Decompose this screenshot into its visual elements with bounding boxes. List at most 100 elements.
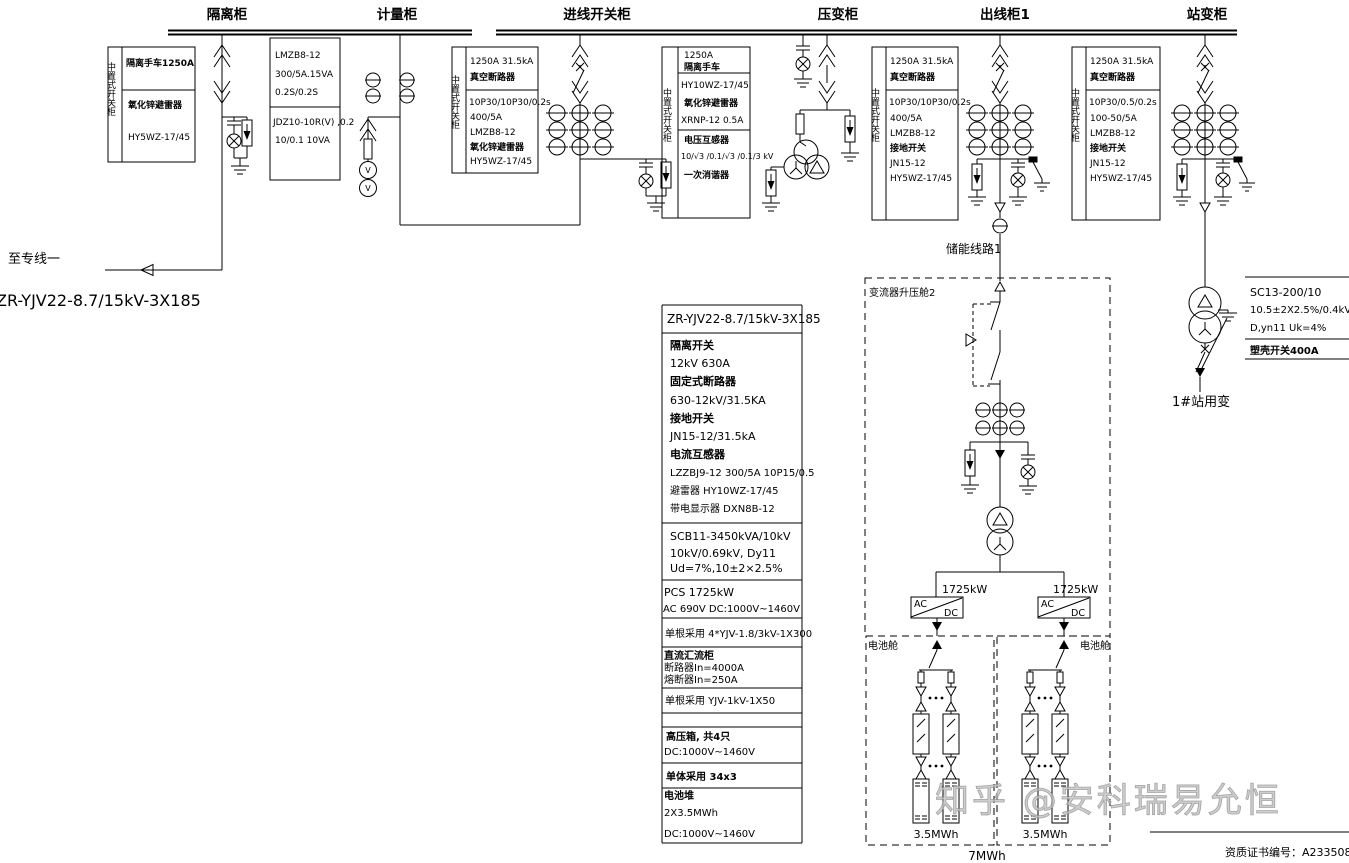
spec-line: 1250A 31.5kA bbox=[1090, 57, 1154, 67]
current-transformer-icon bbox=[974, 420, 992, 436]
current-transformer-icon bbox=[974, 402, 992, 418]
station-transformer-name: 1#站用变 bbox=[1172, 394, 1230, 410]
connector-icon bbox=[1054, 686, 1066, 697]
voltage-transformer-icon bbox=[359, 179, 377, 197]
spec-box-metering: LMZB8-12 300/5A.15VA 0.2S/0.2S JDZ10-10R… bbox=[269, 37, 354, 181]
ac-label: AC bbox=[1041, 599, 1054, 610]
capacitor-icon bbox=[795, 45, 811, 51]
earthing-switch-icon bbox=[1028, 156, 1051, 192]
current-transformer-icon bbox=[1170, 121, 1194, 139]
table-line: 隔离开关 bbox=[670, 338, 714, 352]
breaker-cross-icon bbox=[995, 62, 1005, 72]
current-transformer-icon bbox=[1216, 121, 1240, 139]
cable-arrow-icon bbox=[139, 263, 154, 277]
current-transformer-icon bbox=[991, 218, 1009, 234]
spec-box-incoming: 中置式开关柜 1250A 31.5kA 真空断路器 10P30/10P30/0.… bbox=[449, 46, 551, 174]
spec-line: LMZB8-12 bbox=[890, 129, 936, 139]
arrow-icon bbox=[932, 622, 942, 631]
connector-icon bbox=[1054, 756, 1066, 767]
breaker-cross-icon bbox=[575, 62, 585, 72]
pcs-converter-left: AC DC bbox=[910, 596, 964, 619]
pt-winding-icon bbox=[783, 154, 809, 180]
table-line: 10kV/0.69kV, Dy11 bbox=[670, 547, 776, 560]
battery-capacity-label: 3.5MWh bbox=[1023, 828, 1068, 841]
spec-line: 真空断路器 bbox=[470, 71, 516, 83]
cable-head-icon bbox=[1199, 202, 1211, 213]
table-line: 直流汇流柜 bbox=[664, 649, 714, 662]
current-transformer-icon bbox=[591, 104, 615, 122]
connector-icon bbox=[945, 701, 957, 712]
current-transformer-icon bbox=[965, 121, 989, 139]
table-line: PCS 1725kW bbox=[664, 586, 734, 599]
ground-icon bbox=[793, 75, 813, 88]
total-capacity-label: 7MWh bbox=[968, 849, 1005, 863]
incoming-cable-label: ZR-YJV22-8.7/15kV-3X185 bbox=[0, 291, 201, 310]
table-line: 12kV 630A bbox=[670, 357, 730, 370]
table-line: 单体采用 34x3 bbox=[666, 770, 737, 783]
spec-box-pt: 中置式开关柜 1250A 隔离手车 HY10WZ-17/45 氧化锌避雷器 XR… bbox=[661, 46, 774, 219]
delta-winding-icon bbox=[1197, 294, 1213, 308]
indicator-lamp-icon bbox=[226, 133, 242, 149]
fuse-icon bbox=[1056, 671, 1064, 684]
spec-line: HY5WZ-17/45 bbox=[890, 174, 952, 184]
current-transformer-icon bbox=[364, 72, 382, 88]
battery-cluster-switch-icon bbox=[942, 713, 960, 755]
spec-line: 接地开关 bbox=[1090, 142, 1126, 154]
to-dedicated-line-label: 至专线一 bbox=[8, 252, 60, 267]
spec-line: 10P30/0.5/0.2s bbox=[1089, 98, 1157, 108]
converter-cabin-label: 变流器升压舱2 bbox=[869, 286, 935, 299]
battery-cabin-label: 电池舱 bbox=[868, 639, 898, 652]
capacitor-icon bbox=[226, 120, 242, 126]
connector-icon bbox=[915, 756, 927, 767]
cable-head-icon bbox=[994, 281, 1006, 292]
table-line: 2X3.5MWh bbox=[664, 808, 718, 819]
fuse-icon bbox=[795, 113, 805, 135]
current-transformer-icon bbox=[1008, 402, 1026, 418]
current-transformer-icon bbox=[398, 72, 416, 88]
cabinet-label-station: 站变柜 bbox=[1187, 6, 1228, 23]
spec-line: 100-50/5A bbox=[1090, 114, 1138, 124]
capacitor-icon bbox=[1010, 162, 1026, 168]
spec-line: 300/5A.15VA bbox=[275, 70, 334, 80]
transformer-winding-icon bbox=[1188, 286, 1222, 320]
cabinet-label-outgoing: 出线柜1 bbox=[980, 6, 1030, 23]
surge-arrester-icon bbox=[971, 163, 983, 191]
spec-box-station: 中置式开关柜 1250A 31.5kA 真空断路器 10P30/0.5/0.2s… bbox=[1069, 46, 1161, 221]
capacitor-icon bbox=[1215, 162, 1231, 168]
surge-arrester-icon bbox=[765, 169, 777, 197]
cabinet-type-vertical-label: 中置式开关柜 bbox=[869, 87, 880, 143]
capacitor-icon bbox=[1020, 454, 1036, 460]
spec-line: 400/5A bbox=[470, 113, 503, 123]
tx-switch: 塑壳开关400A bbox=[1250, 344, 1319, 357]
fuse-icon bbox=[363, 138, 373, 160]
spec-line: HY5WZ-17/45 bbox=[128, 133, 190, 143]
table-line: Ud=7%,10±2×2.5% bbox=[670, 562, 783, 575]
spec-box-isolation: 中置式开关柜 隔离手车1250A 氧化锌避雷器 HY5WZ-17/45 bbox=[105, 46, 196, 163]
connector-icon bbox=[945, 686, 957, 697]
spec-box-outgoing: 中置式开关柜 1250A 31.5kA 真空断路器 10P30/10P30/0.… bbox=[869, 46, 971, 221]
table-line: 高压箱, 共4只 bbox=[666, 730, 730, 743]
pcs-converter-right: AC DC bbox=[1037, 596, 1091, 619]
pt-winding-icon bbox=[804, 154, 830, 180]
spec-line: 10P30/10P30/0.2s bbox=[889, 98, 971, 108]
arrow-icon bbox=[1059, 640, 1069, 649]
breaker-blade bbox=[572, 69, 585, 94]
battery-cabin-left: 电池舱 3.5MWh bbox=[865, 635, 995, 846]
breaker-blade bbox=[1197, 69, 1210, 94]
transformer-winding-icon bbox=[1188, 310, 1222, 344]
surge-arrester-icon bbox=[844, 115, 856, 143]
ac-label: AC bbox=[914, 599, 927, 610]
spec-line: HY10WZ-17/45 bbox=[681, 81, 749, 91]
table-line: LZZBJ9-12 300/5A 10P15/0.5 bbox=[670, 468, 815, 479]
capacitor-icon bbox=[638, 162, 654, 168]
table-line: 单根采用 4*YJV-1.8/3kV-1X300 bbox=[665, 627, 812, 640]
battery-cluster-switch-icon bbox=[1021, 713, 1039, 755]
ground-icon bbox=[230, 162, 250, 175]
transformer-winding-icon bbox=[986, 506, 1014, 534]
current-transformer-icon bbox=[398, 88, 416, 104]
spec-line: 隔离手车 bbox=[684, 61, 720, 73]
ground-icon bbox=[840, 149, 860, 162]
spec-line: 10P30/10P30/0.2s bbox=[469, 98, 551, 108]
spec-line: 10/0.1 10VA bbox=[275, 136, 331, 146]
feeder-isolation bbox=[105, 35, 253, 277]
